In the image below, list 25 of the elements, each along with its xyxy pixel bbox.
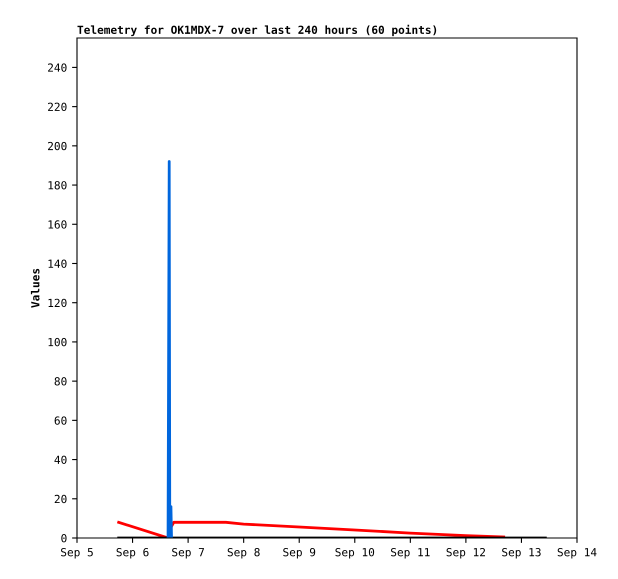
- x-tick-label: Sep 11: [391, 548, 430, 559]
- y-tick-label: 120: [48, 298, 67, 308]
- x-tick-label: Sep 9: [283, 548, 316, 559]
- y-tick-label: 80: [54, 377, 67, 386]
- y-tick-label: 200: [48, 142, 67, 150]
- x-tick-label: Sep 8: [228, 548, 260, 559]
- y-tick-label: 140: [48, 259, 67, 268]
- x-tick-label: Sep 12: [446, 548, 486, 559]
- x-tick-label: Sep 7: [172, 548, 204, 559]
- x-tick-label: Sep 14: [558, 548, 597, 559]
- x-tick-label: Sep 13: [502, 548, 541, 559]
- x-tick-label: Sep 10: [335, 548, 374, 559]
- chart-title: Telemetry for OK1MDX-7 over last 240 hours (60 points): [77, 24, 436, 36]
- y-tick-label: 40: [54, 456, 67, 464]
- y-tick-label: 220: [48, 102, 67, 112]
- y-tick-label: 0: [61, 534, 67, 542]
- y-tick-label: 100: [48, 338, 67, 346]
- y-tick-label: 240: [48, 63, 67, 72]
- y-tick-label: 60: [54, 416, 67, 425]
- x-tick-label: Sep 5: [61, 548, 93, 559]
- y-tick-label: 160: [48, 220, 67, 229]
- y-tick-label: 180: [48, 181, 67, 190]
- y-tick-label: 20: [54, 494, 67, 504]
- x-tick-label: Sep 6: [116, 548, 149, 559]
- y-axis-title: Values: [30, 268, 40, 308]
